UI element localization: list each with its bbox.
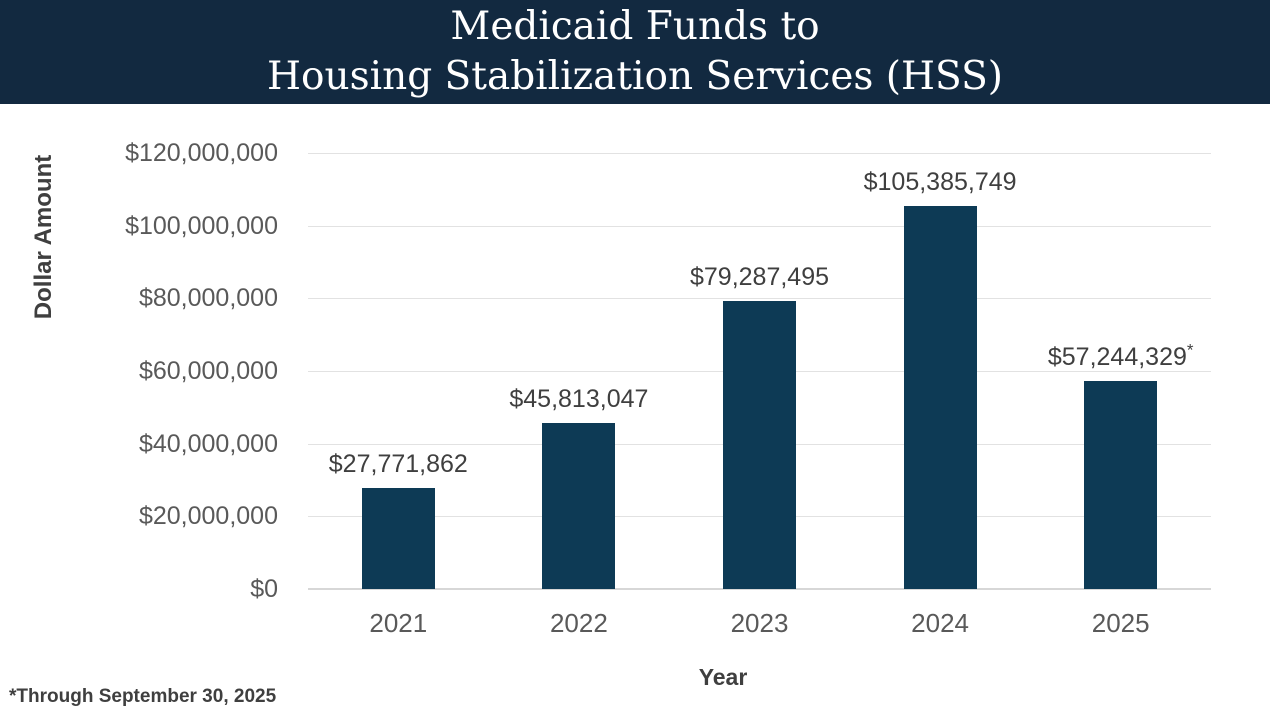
footnote: *Through September 30, 2025: [9, 686, 277, 707]
x-tick-label: 2025: [1091, 608, 1150, 638]
gridline: [308, 225, 1211, 227]
x-axis-ticks: 2021 2022 2023 2024 2025: [308, 607, 1211, 639]
x-tick-label: 2022: [549, 608, 608, 638]
plot-area: $27,771,862 $45,813,047 $79,287,495 $105,38…: [308, 153, 1211, 590]
bar-2025: [1084, 381, 1158, 589]
bar-2023: [723, 301, 796, 589]
footnote-marker: *: [1186, 340, 1194, 360]
title-banner: Medicaid Funds to Housing Stabilization …: [0, 0, 1270, 104]
bar-value-label: $45,813,047: [509, 385, 649, 413]
bar-value-label: $105,385,749: [863, 168, 1017, 196]
y-tick-label: $60,000,000: [138, 357, 278, 385]
x-axis-line: [308, 588, 1211, 590]
bar-2024: [903, 206, 977, 589]
bar-value-label: $57,244,329*: [1047, 340, 1194, 371]
chart-title-line-2: Housing Stabilization Services (HSS): [266, 54, 1003, 99]
y-tick-label: $20,000,000: [138, 502, 278, 531]
y-tick-label: $0: [250, 575, 278, 603]
bar-chart: Dollar Amount $0 $20,000,000 $40,000,000 $6…: [0, 104, 1270, 690]
y-axis-ticks: $0 $20,000,000 $40,000,000 $60,000,000 $80,0…: [0, 139, 278, 603]
x-axis-title: Year: [698, 664, 748, 690]
bar-value-label: $79,287,495: [689, 263, 830, 291]
x-tick-label: 2021: [369, 608, 428, 638]
bar-value-label: $27,771,862: [328, 450, 468, 478]
y-tick-label: $100,000,000: [125, 211, 278, 240]
bar-2021: [361, 488, 435, 589]
chart-title-line-1: Medicaid Funds to: [450, 4, 820, 49]
x-tick-label: 2024: [911, 608, 970, 638]
y-tick-label: $80,000,000: [138, 284, 278, 313]
y-tick-label: $120,000,000: [125, 139, 278, 167]
bar-2022: [542, 423, 616, 589]
gridline: [308, 298, 1211, 300]
gridline: [308, 153, 1211, 154]
x-tick-label: 2023: [730, 608, 789, 638]
y-tick-label: $40,000,000: [138, 429, 278, 458]
